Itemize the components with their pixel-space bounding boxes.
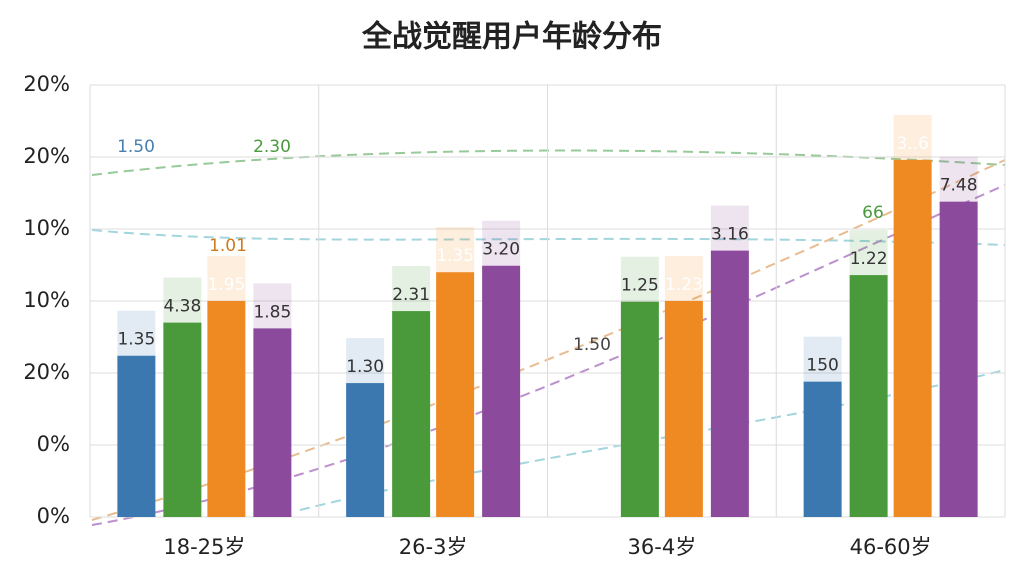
bar	[482, 265, 521, 517]
data-label: 1.22	[850, 249, 888, 269]
bar-ghost	[939, 156, 978, 202]
bar	[207, 301, 246, 517]
data-label: 1.95	[207, 275, 245, 295]
data-label: 4.38	[163, 297, 201, 317]
data-label: 2.31	[392, 285, 430, 305]
x-tick-label: 18-25岁	[163, 535, 245, 559]
bar-ghost	[346, 338, 385, 384]
annotation: 66	[862, 203, 884, 223]
bar-ghost	[117, 310, 156, 356]
bar-ghost	[849, 230, 888, 276]
bar-ghost	[253, 283, 292, 329]
bar	[253, 328, 292, 517]
data-label: 1.30	[346, 357, 384, 377]
data-label: 7.48	[940, 176, 978, 196]
bar-ghost	[620, 256, 659, 302]
bar	[163, 322, 202, 517]
y-tick-label: 0%	[37, 504, 70, 528]
bar-ghost	[803, 336, 842, 382]
annotation: 2.30	[253, 137, 291, 157]
bar-ghost	[207, 256, 246, 301]
bar	[392, 311, 431, 517]
x-tick-label: 46-60岁	[850, 535, 932, 559]
annotation: 1.50	[117, 137, 155, 157]
y-tick-label: 10%	[23, 288, 70, 312]
y-tick-label: 20%	[23, 144, 70, 168]
data-label: 1.25	[621, 276, 659, 296]
data-label: 3..6	[896, 134, 928, 154]
data-label: 3.20	[482, 240, 520, 260]
x-tick-label: 36-4岁	[628, 535, 697, 559]
bar-ghost	[710, 205, 749, 251]
data-label: 1.85	[253, 302, 291, 322]
bar	[710, 250, 749, 517]
bar-ghost	[163, 277, 202, 323]
y-tick-label: 0%	[37, 432, 70, 456]
y-tick-label: 20%	[23, 72, 70, 96]
data-label: 3.16	[711, 225, 749, 245]
bar-ghost	[482, 220, 521, 266]
annotation: 1.50	[573, 335, 611, 355]
bar	[893, 159, 932, 517]
data-label: 1.35	[117, 330, 155, 350]
bar-ghost	[392, 266, 431, 312]
data-label: 150	[806, 356, 838, 376]
bar	[117, 355, 156, 517]
bar-ghost	[436, 227, 475, 273]
annotation: 1.01	[209, 236, 247, 256]
bar	[620, 301, 659, 517]
bar	[849, 275, 888, 517]
data-label: 1.23	[665, 275, 703, 295]
bar	[346, 383, 385, 517]
data-label: 1.35	[436, 246, 474, 266]
bar-ghost	[893, 114, 932, 160]
bar	[664, 301, 703, 517]
y-tick-label: 10%	[23, 216, 70, 240]
bar	[436, 272, 475, 517]
chart-title: 全战觉醒用户年龄分布	[361, 20, 662, 55]
y-tick-label: 20%	[23, 360, 70, 384]
x-tick-label: 26-3岁	[399, 535, 468, 559]
bar-ghost	[664, 256, 703, 301]
bar	[939, 201, 978, 517]
bar	[803, 381, 842, 517]
